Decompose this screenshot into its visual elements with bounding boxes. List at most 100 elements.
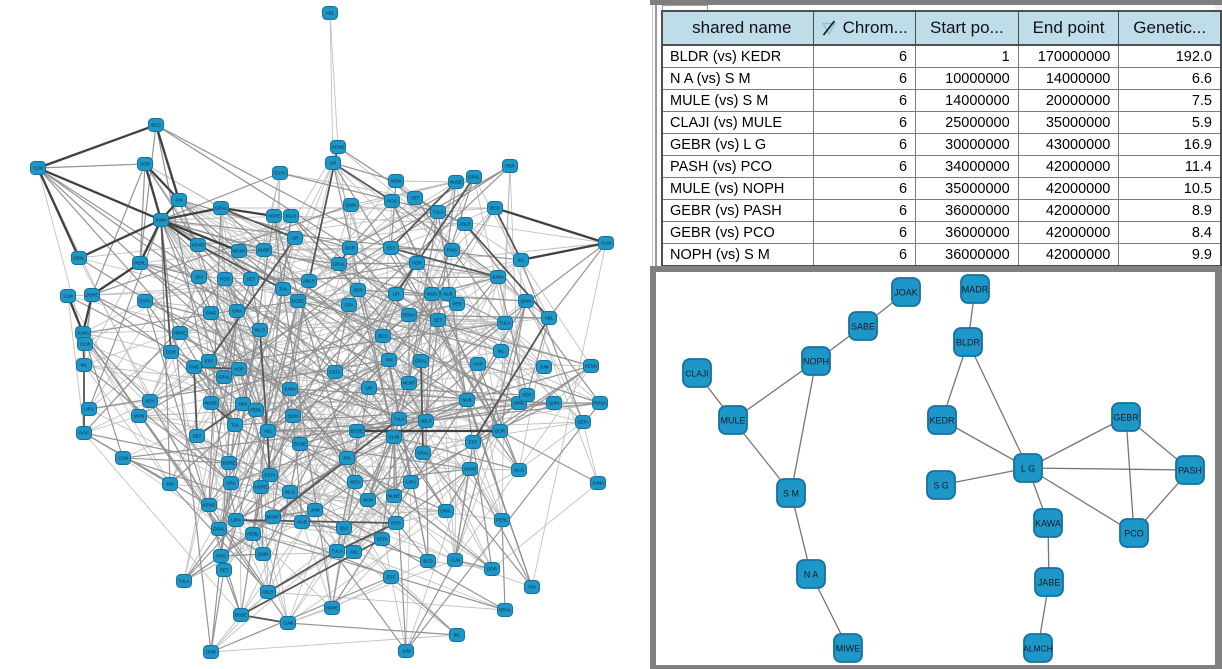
- svg-text:TUL: TUL: [279, 287, 288, 292]
- svg-text:CLMI: CLMI: [601, 241, 612, 246]
- svg-text:DOR: DOR: [345, 246, 355, 251]
- svg-text:NUB: NUB: [443, 292, 452, 297]
- svg-text:SETA: SETA: [376, 537, 387, 542]
- svg-text:KEDR: KEDR: [929, 416, 955, 426]
- svg-text:PERL: PERL: [250, 408, 262, 413]
- svg-text:NUBE: NUBE: [205, 401, 217, 406]
- svg-text:FIN: FIN: [343, 456, 350, 461]
- svg-text:LIRA: LIRA: [231, 518, 241, 523]
- svg-text:NUBE: NUBE: [258, 248, 270, 253]
- svg-text:PER: PER: [505, 164, 514, 169]
- svg-text:MON: MON: [427, 292, 437, 297]
- svg-text:ROS: ROS: [391, 521, 401, 526]
- svg-text:PCO: PCO: [1124, 529, 1144, 539]
- svg-text:DOR: DOR: [487, 567, 497, 572]
- svg-text:GRAL: GRAL: [415, 359, 428, 364]
- svg-text:QUI: QUI: [340, 526, 348, 531]
- svg-text:NUBE: NUBE: [450, 180, 462, 185]
- svg-text:PER: PER: [452, 302, 461, 307]
- svg-text:KEN: KEN: [353, 288, 362, 293]
- svg-text:LIR: LIR: [393, 292, 400, 297]
- svg-text:GRAL: GRAL: [215, 206, 228, 211]
- svg-text:SET: SET: [220, 568, 229, 573]
- svg-text:SET: SET: [247, 277, 256, 282]
- svg-text:IKLO: IKLO: [286, 214, 297, 219]
- svg-text:LIRA: LIRA: [84, 407, 94, 412]
- svg-text:KAWA: KAWA: [1035, 519, 1061, 529]
- svg-text:CLMI: CLMI: [80, 342, 91, 347]
- svg-text:IKLO: IKLO: [285, 490, 296, 495]
- svg-text:BCDE: BCDE: [292, 299, 304, 304]
- svg-text:PER: PER: [522, 393, 531, 398]
- svg-text:FING: FING: [206, 311, 217, 316]
- svg-text:ABL: ABL: [350, 550, 359, 555]
- svg-text:ABLR: ABLR: [420, 419, 431, 424]
- svg-text:JUMA: JUMA: [284, 387, 296, 392]
- svg-text:FIN: FIN: [385, 358, 392, 363]
- svg-text:EST: EST: [469, 440, 478, 445]
- svg-text:GRAL: GRAL: [333, 262, 346, 267]
- svg-text:CLMI: CLMI: [283, 621, 294, 626]
- svg-text:SET: SET: [193, 434, 202, 439]
- svg-text:EST: EST: [387, 575, 396, 580]
- svg-text:DORE: DORE: [86, 293, 99, 298]
- svg-text:JOAK: JOAK: [894, 288, 918, 298]
- svg-text:BCD: BCD: [378, 334, 387, 339]
- svg-text:SET: SET: [434, 318, 443, 323]
- svg-text:BCD: BCD: [151, 123, 160, 128]
- svg-text:SET: SET: [411, 196, 420, 201]
- svg-text:ABL: ABL: [545, 316, 554, 321]
- svg-text:MIWE: MIWE: [836, 644, 861, 654]
- svg-text:OPAL: OPAL: [440, 509, 452, 514]
- svg-text:TULA: TULA: [432, 210, 443, 215]
- svg-text:QUIN: QUIN: [521, 299, 532, 304]
- svg-text:ESTA: ESTA: [274, 171, 285, 176]
- svg-text:IKLO: IKLO: [514, 468, 525, 473]
- svg-text:CLM: CLM: [33, 166, 43, 171]
- svg-text:IKL: IKL: [498, 349, 505, 354]
- svg-text:PERL: PERL: [134, 261, 146, 266]
- svg-text:ABL: ABL: [326, 11, 335, 16]
- svg-text:BCD: BCD: [490, 206, 499, 211]
- svg-text:DOR: DOR: [495, 429, 505, 434]
- svg-text:ROS: ROS: [220, 277, 230, 282]
- svg-text:KENO: KENO: [192, 243, 205, 248]
- svg-text:OPAL: OPAL: [513, 401, 525, 406]
- svg-text:NUBE: NUBE: [388, 494, 400, 499]
- svg-text:ABL: ABL: [264, 429, 273, 434]
- svg-text:L G: L G: [1021, 464, 1035, 474]
- svg-text:JUMA: JUMA: [77, 331, 89, 336]
- svg-text:GEBR: GEBR: [1113, 413, 1139, 423]
- svg-text:NUB: NUB: [462, 398, 471, 403]
- svg-text:MULE: MULE: [720, 416, 745, 426]
- svg-text:CLMI: CLMI: [389, 435, 400, 440]
- svg-text:ESTA: ESTA: [264, 473, 275, 478]
- svg-text:ABLR: ABLR: [262, 590, 273, 595]
- svg-text:N A: N A: [804, 570, 819, 580]
- svg-text:KENO: KENO: [585, 364, 598, 369]
- svg-text:KEN: KEN: [350, 480, 359, 485]
- svg-text:OPA: OPA: [239, 402, 248, 407]
- svg-text:IKL: IKL: [518, 258, 525, 263]
- svg-text:PASH: PASH: [1178, 466, 1202, 476]
- svg-text:FIN: FIN: [166, 482, 173, 487]
- svg-text:IKL: IKL: [454, 633, 461, 638]
- svg-text:HOP: HOP: [234, 367, 244, 372]
- svg-text:CLM: CLM: [63, 294, 73, 299]
- svg-text:ROSA: ROSA: [403, 313, 416, 318]
- svg-text:IKLO: IKLO: [255, 328, 266, 333]
- svg-text:ROSA: ROSA: [594, 401, 607, 406]
- svg-text:JUM: JUM: [401, 649, 410, 654]
- svg-text:LIR: LIR: [292, 236, 299, 241]
- svg-text:TULA: TULA: [393, 417, 404, 422]
- svg-text:DOR: DOR: [166, 350, 176, 355]
- svg-text:OPAL: OPAL: [213, 527, 225, 532]
- svg-text:FIN: FIN: [528, 585, 535, 590]
- svg-text:QUIN: QUIN: [346, 203, 357, 208]
- svg-text:DOR: DOR: [206, 650, 216, 655]
- svg-text:ESTA: ESTA: [329, 370, 340, 375]
- svg-text:HOPE: HOPE: [174, 331, 187, 336]
- svg-text:BCD: BCD: [423, 559, 432, 564]
- svg-text:IKL: IKL: [81, 363, 88, 368]
- svg-text:MONT: MONT: [233, 249, 246, 254]
